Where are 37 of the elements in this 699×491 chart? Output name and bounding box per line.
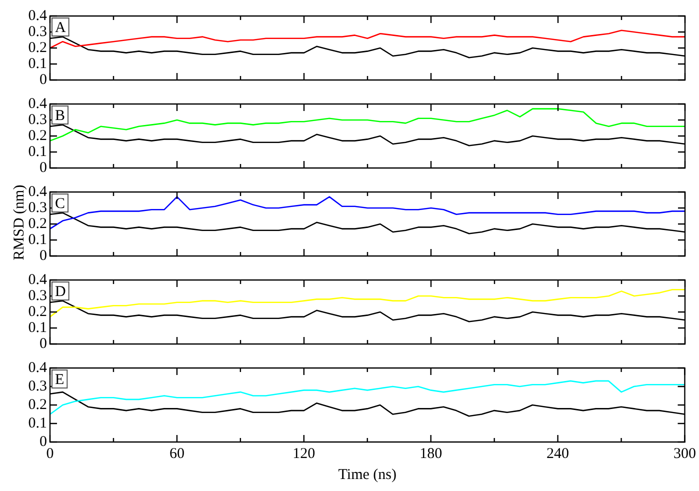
y-axis-title: RMSD (nm) (12, 184, 28, 262)
x-tick-label: 180 (420, 446, 442, 462)
y-tick-label: 0.3 (28, 378, 47, 394)
annotation: D (55, 284, 66, 300)
y-tick-label: 0.2 (28, 304, 47, 320)
x-tick-label: 240 (546, 446, 570, 462)
y-tick-label: 0 (40, 72, 47, 88)
y-tick-label: 0.3 (28, 288, 47, 304)
y-tick-label: 0.2 (28, 396, 47, 413)
y-tick-label: 0.4 (28, 8, 48, 24)
annotation: C (55, 196, 66, 212)
y-tick-label: 0 (40, 336, 47, 352)
y-tick-label: 0.4 (28, 272, 48, 288)
y-tick-label: 0 (40, 434, 47, 450)
y-tick-label: 0.3 (28, 112, 47, 128)
y-tick-label: 0.1 (28, 144, 47, 160)
y-tick-label: 0.1 (28, 232, 47, 248)
y-tick-label: 0.4 (28, 96, 48, 112)
annotation: A (55, 20, 66, 36)
annotation: E (55, 372, 64, 388)
y-tick-label: 0.1 (28, 415, 47, 432)
y-tick-label: 0.1 (28, 320, 47, 336)
y-tick-label: 0.3 (28, 24, 47, 40)
y-tick-label: 0.4 (28, 360, 48, 376)
x-tick-label: 60 (169, 446, 184, 462)
y-tick-label: 0.2 (28, 128, 47, 144)
y-tick-label: 0.4 (28, 184, 48, 200)
x-axis-title: Time (ns) (338, 466, 396, 483)
y-tick-label: 0.2 (28, 40, 47, 56)
x-tick-label: 120 (292, 446, 316, 462)
y-tick-label: 0.3 (28, 200, 47, 216)
y-tick-label: 0 (40, 248, 47, 264)
y-tick-label: 0 (40, 160, 47, 176)
annotation: B (55, 108, 66, 124)
y-tick-label: 0.1 (28, 56, 47, 72)
x-tick-label: 300 (674, 446, 696, 462)
y-tick-label: 0.2 (28, 216, 47, 232)
